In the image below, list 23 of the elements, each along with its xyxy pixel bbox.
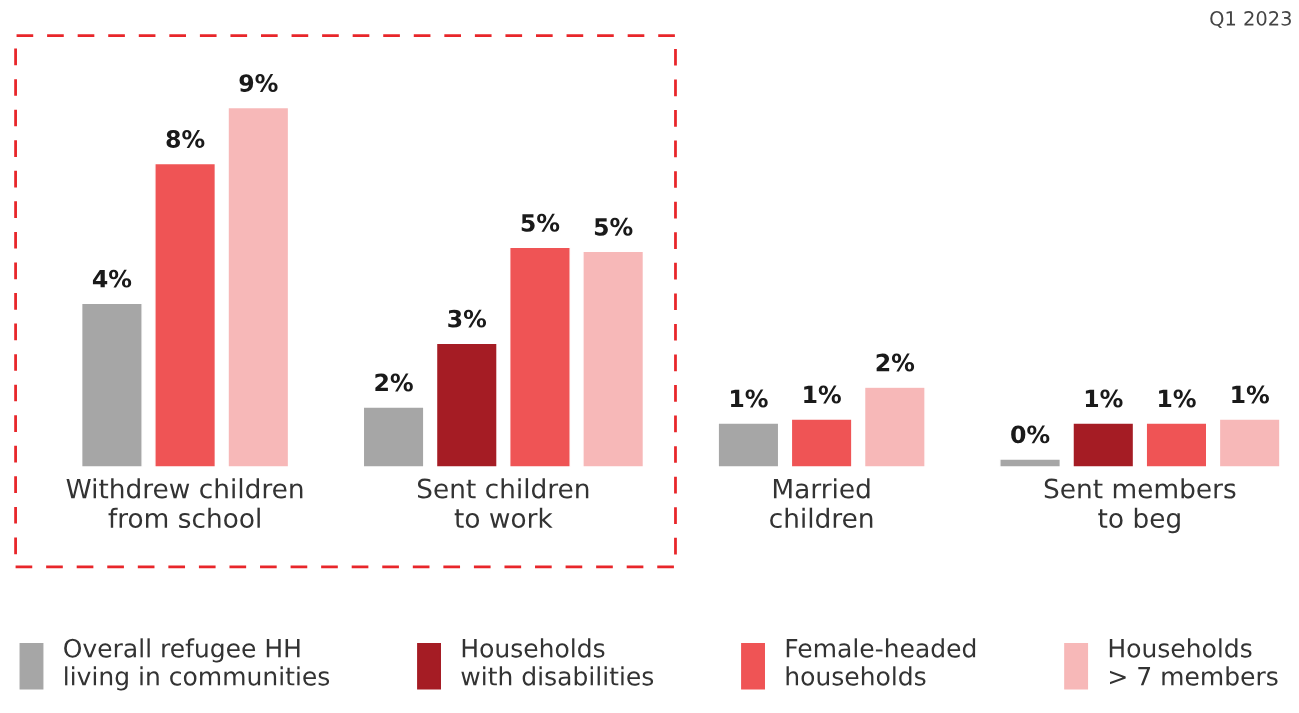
legend-label: Female-headed households — [786, 638, 976, 686]
x-tick-label: Withdrew children from school — [66, 478, 303, 529]
data-label: 3% — [448, 309, 487, 328]
data-label: 4% — [92, 269, 132, 288]
data-label: 1% — [804, 385, 841, 404]
text: Q1 2023 — [1210, 11, 1291, 28]
legend-label: Households with disabilities — [461, 638, 654, 686]
data-label: 2% — [375, 373, 413, 392]
legend-label: Households > 7 members — [1109, 638, 1278, 686]
x-tick-label: Sent members to beg — [1044, 478, 1236, 534]
data-label: 1% — [1085, 389, 1123, 408]
data-label: 5% — [594, 217, 633, 236]
data-label: 1% — [1232, 385, 1269, 404]
x-tick-label: Sent children to work — [417, 478, 589, 529]
data-label: 8% — [166, 130, 205, 148]
data-label: 1% — [1159, 389, 1196, 408]
data-label: 1% — [731, 389, 768, 408]
data-label: 2% — [876, 353, 915, 372]
legend-label: Overall refugee HH living in communities — [64, 638, 330, 691]
data-label: 9% — [239, 74, 278, 92]
data-label: 0% — [1011, 425, 1050, 444]
x-tick-label: Married children — [770, 478, 873, 529]
data-label: 5% — [521, 213, 560, 232]
